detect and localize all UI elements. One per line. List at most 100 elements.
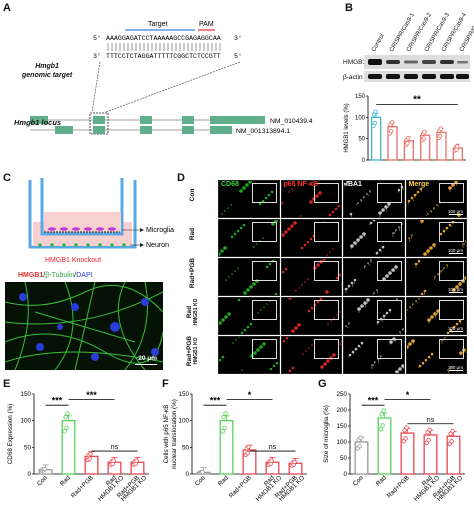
data-point [42,466,47,472]
data-point [246,444,251,449]
knockout-label: HMGB1 Knockout [45,257,101,264]
data-point [134,458,139,463]
data-point [379,412,384,417]
data-point [111,458,116,463]
seq-bottom: TTTCCTCTAGGATTTTTCGGCTCTCCGTT [106,53,221,60]
x-tick-label: Rad [375,474,388,487]
data-point [223,411,228,416]
lane-label: Control [371,33,386,53]
scale-bar [449,292,463,293]
y-tick-label: 200 [336,407,347,414]
target-label: Target [148,21,168,28]
row-label-line: HMGB1 KO [193,337,199,365]
zoom-inset [314,183,339,203]
scale-bar [449,331,463,332]
micrograph-tile [343,258,405,296]
significance-label: ns [427,417,435,424]
zoom-inset [439,339,464,359]
data-point [64,425,69,430]
data-point [358,435,363,440]
zoom-inset [376,339,402,359]
culture-scale-label: 20 μm [138,355,157,362]
micrograph-tile [280,336,342,374]
micrograph-tile [343,297,405,335]
row-label-line: Con [189,188,196,202]
micrograph-tile [218,297,280,335]
significance-label: ns [111,444,119,451]
data-point [245,450,250,456]
micrograph-tile [218,258,280,296]
data-point [404,425,409,430]
insert-label-microglia: Microglia [146,227,174,234]
stain-legend: HMGB1/β-Tubulin/DAPI [18,272,93,279]
y-tick-label: 50 [358,137,365,143]
significance-label: * [406,390,410,400]
scale-bar [449,253,463,254]
scale-bar [449,370,463,371]
row-label: Rad [189,215,196,253]
y-tick-label: 250 [336,391,347,398]
data-point [269,458,274,463]
scale-label: 100 μm [447,209,463,214]
x-tick-label: Con [352,474,365,487]
y-axis-label: Size of microglia (%) [323,405,330,463]
y-tick-label: 100 [355,115,366,121]
stain-separator-2: / [74,272,77,279]
y-tick-label: 100 [336,439,347,446]
data-point [438,126,444,131]
significance-label: *** [52,396,63,406]
hmgb1-blot [364,55,470,69]
zoom-inset [376,300,402,320]
y-axis-label: nuclear translocation (%) [171,399,178,469]
neuron-culture-image: 20 μm [5,282,163,370]
data-point [403,436,408,441]
seq-top-3prime: 3' [234,35,242,42]
y-axis-label: CD68 Expression (%) [7,404,14,465]
micrograph-tile [218,180,280,218]
zoom-inset [439,222,464,242]
scale-label: 100 μm [447,287,463,292]
transcript-2: NM_001313894.1 [236,128,290,135]
panel-c-label: C [3,172,11,184]
stain-tubulin: β-Tubulin [45,272,75,279]
micrograph-tile [218,336,280,374]
x-tick-label: Con [36,474,49,487]
data-point [87,456,92,461]
zoom-inset [251,300,277,320]
y-tick-label: 0 [185,471,189,478]
data-point [381,408,386,413]
significance-label: ns [269,444,277,451]
x-tick-label: Rad+PGB [386,474,411,499]
micrograph-tile: 100 μm [405,180,467,218]
x-tick-label: Rad+PGB [228,474,253,499]
data-point [357,444,362,449]
data-point [221,414,226,420]
zoom-inset [376,261,402,281]
scale-label: 100 μm [447,326,463,331]
chart-f: 0 50 100 150 Cells with p65 NF-κB nuclear tra… [163,390,307,503]
data-point [63,414,68,420]
y-axis-label: Cells with p65 NF-κB [163,405,170,464]
zoom-inset [251,261,277,281]
micrograph-tile [343,336,405,374]
data-point [389,120,395,125]
y-axis-label: HMGB1 levels (%) [344,103,350,152]
row-label-line: Rad+PGB [189,257,196,289]
y-tick-label: 50 [24,444,32,451]
zoom-inset [439,300,464,320]
seq-top: AAAGGAGATCCTAAAAAGCCGAGAGGCAA [106,35,221,42]
actin-blot [364,71,470,82]
panel-b-label: B [345,2,353,14]
y-tick-label: 100 [178,418,189,425]
stain-dapi: DAPI [76,272,93,279]
scale-label: 100 μm [447,248,463,253]
zoom-inset [439,183,464,203]
row-label-line: Rad [186,305,193,319]
zoom-inset [251,183,277,203]
y-tick-label: 150 [20,391,31,398]
genomic-target-label: Hmgb1 genomic target [22,63,73,79]
micrograph-tile [343,180,405,218]
culture-scale-bar [135,363,157,365]
micrograph-tile [280,258,342,296]
zoom-inset [251,339,277,359]
